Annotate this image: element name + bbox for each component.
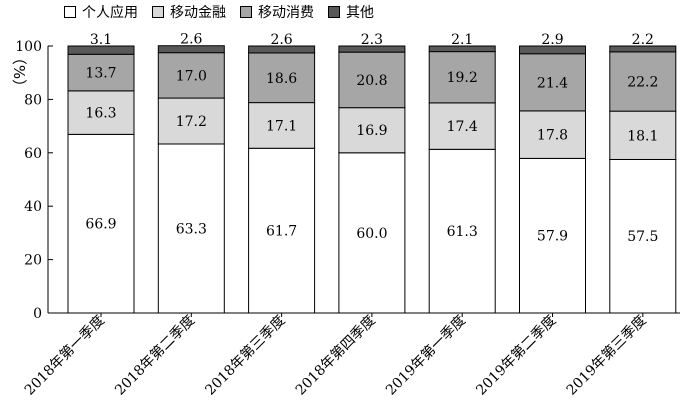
data-label: 2.1 xyxy=(451,32,473,48)
legend-item: 移动金融 xyxy=(152,2,226,22)
bar-segment xyxy=(248,102,316,149)
y-tick-label: 0 xyxy=(33,306,42,322)
data-label: 2.6 xyxy=(180,32,202,48)
x-tick-label: 2019年第一季度 xyxy=(382,312,469,399)
data-label: 17.0 xyxy=(176,68,207,84)
bar-segment xyxy=(609,45,677,53)
bar-segment xyxy=(519,45,586,55)
x-tick-label: 2018年第一季度 xyxy=(21,312,108,399)
data-label: 18.1 xyxy=(627,128,658,144)
data-label: 61.7 xyxy=(266,224,297,240)
bar-segment xyxy=(609,110,677,160)
bar-segment xyxy=(248,52,316,104)
bar-segment xyxy=(428,102,496,150)
data-label: 16.3 xyxy=(85,106,116,122)
bar-segment xyxy=(67,53,135,92)
legend-swatch xyxy=(152,6,164,18)
legend-label: 个人应用 xyxy=(82,5,138,21)
x-tick-label: 2018年第三季度 xyxy=(202,312,289,399)
data-label: 17.1 xyxy=(266,118,297,134)
bar-segment xyxy=(67,90,135,135)
x-tick-label: 2019年第三季度 xyxy=(563,312,650,399)
data-label: 17.4 xyxy=(447,119,478,135)
legend-label: 移动金融 xyxy=(170,5,226,21)
y-axis-label: （%） xyxy=(10,50,28,94)
data-label: 66.9 xyxy=(85,217,116,233)
data-label: 22.2 xyxy=(627,75,658,91)
data-label: 3.1 xyxy=(90,32,112,48)
data-label: 57.5 xyxy=(627,229,658,245)
y-tick-label: 80 xyxy=(24,92,42,108)
data-label: 21.4 xyxy=(537,75,568,91)
data-label: 19.2 xyxy=(447,70,478,86)
bar-segment xyxy=(609,158,677,314)
bar-segment xyxy=(428,148,496,314)
data-label: 20.8 xyxy=(356,73,387,89)
data-label: 60.0 xyxy=(356,226,387,242)
legend-label: 其他 xyxy=(346,5,374,21)
bar-segment xyxy=(157,45,225,54)
data-label: 63.3 xyxy=(176,221,207,237)
bar-segment xyxy=(609,51,677,112)
data-label: 18.6 xyxy=(266,71,297,87)
data-label: 16.9 xyxy=(356,123,387,139)
legend-swatch xyxy=(240,6,252,18)
legend-item: 其他 xyxy=(328,2,374,22)
bar-segment xyxy=(338,152,406,314)
y-tick-label: 100 xyxy=(15,39,42,55)
data-label: 2.2 xyxy=(632,32,654,48)
bar-segment xyxy=(338,51,406,109)
y-tick-label: 60 xyxy=(24,146,42,162)
legend: 个人应用 移动金融 移动消费 其他 xyxy=(64,2,374,22)
bar-segment xyxy=(338,45,406,53)
x-tick-label: 2019年第二季度 xyxy=(473,312,560,399)
x-tick-label: 2018年第二季度 xyxy=(111,312,198,399)
bar-segment xyxy=(428,45,496,53)
data-label: 2.6 xyxy=(270,32,292,48)
data-label: 61.3 xyxy=(447,224,478,240)
bar-segment xyxy=(428,51,496,104)
legend-swatch xyxy=(328,6,340,18)
y-tick-label: 20 xyxy=(24,253,42,269)
bar-segment xyxy=(248,45,316,54)
data-label: 17.8 xyxy=(537,128,568,144)
y-tick-label: 40 xyxy=(24,199,42,215)
legend-item: 个人应用 xyxy=(64,2,138,22)
data-label: 2.9 xyxy=(541,32,563,48)
bar-segment xyxy=(519,110,586,159)
data-label: 57.9 xyxy=(537,229,568,245)
bar-segment xyxy=(67,45,135,55)
legend-label: 移动消费 xyxy=(258,5,314,21)
data-label: 13.7 xyxy=(85,66,116,82)
legend-item: 移动消费 xyxy=(240,2,314,22)
data-label: 2.3 xyxy=(361,32,383,48)
legend-swatch xyxy=(64,6,76,18)
bar-segment xyxy=(157,143,225,314)
data-label: 17.2 xyxy=(176,114,207,130)
x-tick-label: 2018年第四季度 xyxy=(292,312,379,399)
